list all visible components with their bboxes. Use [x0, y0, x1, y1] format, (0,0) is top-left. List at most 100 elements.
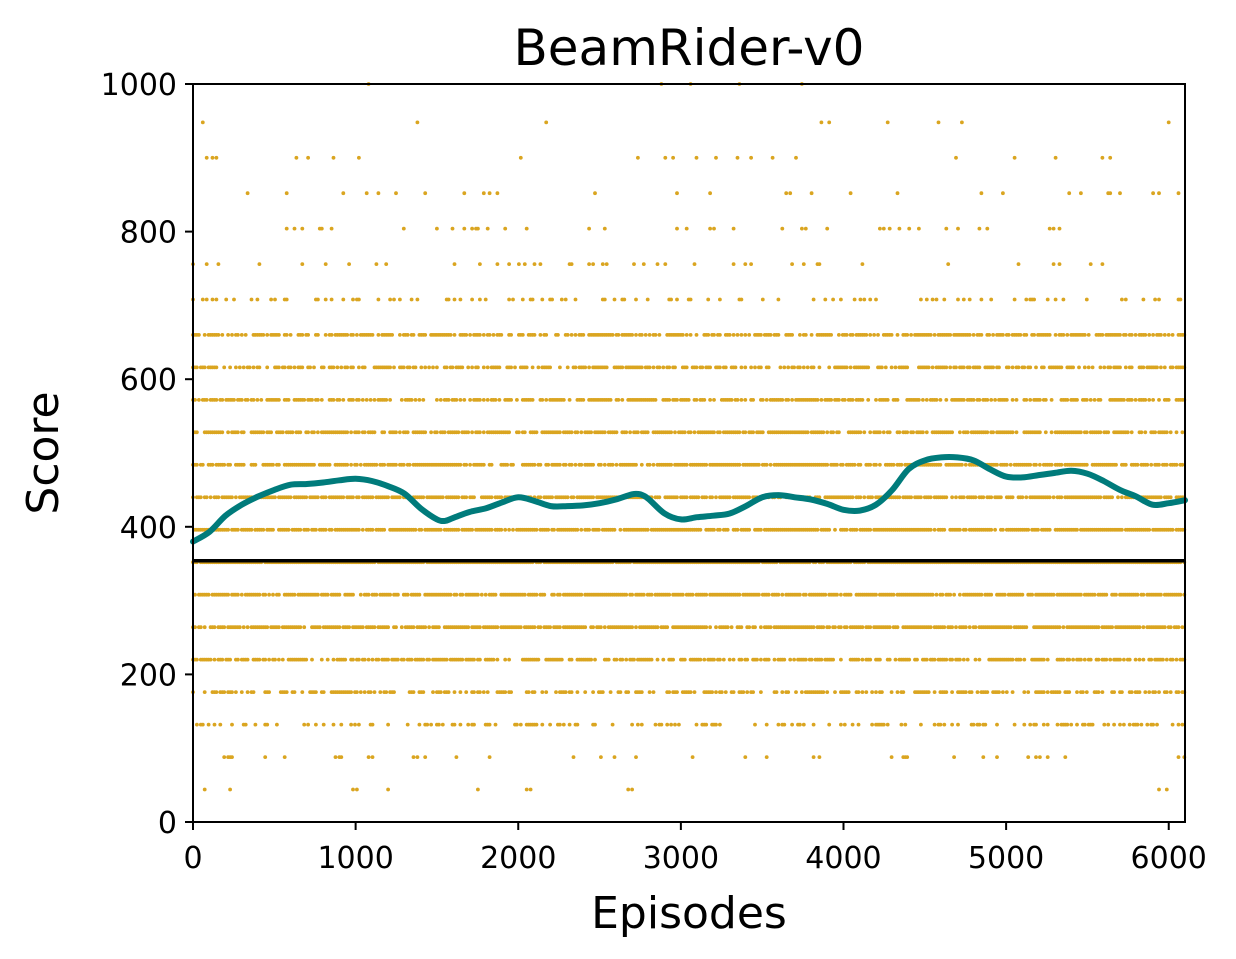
scatter-point [214, 398, 219, 402]
scatter-point [665, 625, 670, 630]
scatter-point [277, 657, 281, 662]
scatter-point [1049, 398, 1054, 402]
scatter-point [503, 527, 508, 532]
scatter-point [358, 592, 363, 597]
scatter-point [999, 495, 1003, 500]
x-tick-label: 4000 [805, 841, 881, 876]
scatter-point [1151, 398, 1155, 402]
scatter-point [253, 462, 258, 467]
scatter-point [1141, 592, 1146, 597]
scatter-point [1164, 462, 1169, 467]
scatter-point [825, 226, 830, 231]
scatter-point [764, 398, 769, 402]
scatter-point [520, 333, 525, 337]
scatter-point [1065, 398, 1070, 402]
scatter-point [411, 333, 416, 337]
scatter-point [819, 657, 824, 662]
scatter-point [485, 398, 490, 402]
scatter-point [749, 155, 753, 160]
scatter-point [341, 191, 346, 196]
scatter-point [485, 690, 490, 694]
scatter-point [786, 398, 791, 402]
scatter-point [306, 527, 310, 532]
scatter-point [739, 625, 744, 630]
scatter-point [1082, 333, 1087, 337]
scatter-point [1079, 592, 1083, 597]
scatter-point [540, 398, 545, 402]
scatter-point [357, 527, 361, 532]
scatter-point [536, 657, 541, 662]
scatter-point [739, 657, 744, 662]
x-tick-label: 2000 [480, 841, 556, 876]
scatter-point [1038, 398, 1042, 402]
scatter-point [277, 462, 281, 467]
scatter-point [1166, 398, 1171, 402]
scatter-point [655, 625, 660, 630]
scatter-point [868, 430, 873, 435]
scatter-point [583, 365, 588, 370]
scatter-point [831, 430, 835, 435]
scatter-point [706, 333, 711, 337]
scatter-point [987, 333, 992, 337]
scatter-point [520, 297, 525, 302]
scatter-point [591, 495, 595, 500]
scatter-point [776, 297, 781, 302]
scatter-point [874, 690, 878, 694]
scatter-point [1151, 333, 1155, 337]
scatter-point [450, 226, 455, 231]
scatter-point [692, 430, 697, 435]
scatter-point [532, 333, 537, 337]
scatter-point [561, 398, 566, 402]
scatter-point [870, 722, 874, 727]
scatter-point [727, 657, 732, 662]
scatter-point [1077, 365, 1081, 370]
scatter-point [1123, 365, 1128, 370]
scatter-point [632, 657, 636, 662]
scatter-point [759, 625, 763, 630]
scatter-point [530, 398, 535, 402]
scatter-point [887, 625, 892, 630]
scatter-point [1141, 657, 1146, 662]
scatter-point [1145, 722, 1150, 727]
scatter-point [558, 722, 562, 727]
scatter-point [1123, 297, 1128, 302]
scatter-point [641, 262, 646, 266]
scatter-point [911, 430, 915, 435]
scatter-point [1088, 398, 1093, 402]
scatter-point [478, 657, 482, 662]
scatter-point [850, 333, 855, 337]
scatter-point [200, 297, 205, 302]
scatter-point [1104, 657, 1109, 662]
scatter-point [314, 722, 318, 727]
scatter-point [239, 333, 244, 337]
plot-lines [190, 454, 1188, 563]
scatter-point [458, 398, 463, 402]
scatter-point [306, 430, 310, 435]
scatter-point [751, 690, 755, 694]
scatter-point [335, 365, 340, 370]
scatter-point [934, 398, 939, 402]
scatter-point [456, 527, 461, 532]
scatter-point [710, 690, 714, 694]
scatter-point [1022, 657, 1027, 662]
scatter-point [1049, 462, 1054, 467]
scatter-point [887, 430, 892, 435]
scatter-point [507, 430, 511, 435]
scatter-point [944, 690, 949, 694]
scatter-point [202, 365, 207, 370]
scatter-point [427, 657, 431, 662]
scatter-point [653, 333, 658, 337]
scatter-point [919, 495, 923, 500]
x-tick-label: 3000 [643, 841, 719, 876]
scatter-point [563, 297, 568, 302]
scatter-point [661, 365, 666, 370]
scatter-point [1161, 657, 1165, 662]
scatter-point [977, 657, 982, 662]
scatter-point [1043, 430, 1048, 435]
scatter-point [1024, 495, 1029, 500]
scatter-point [384, 262, 389, 266]
scatter-point [292, 365, 297, 370]
scatter-point [468, 333, 472, 337]
scatter-point [1159, 333, 1163, 337]
scatter-point [645, 527, 650, 532]
